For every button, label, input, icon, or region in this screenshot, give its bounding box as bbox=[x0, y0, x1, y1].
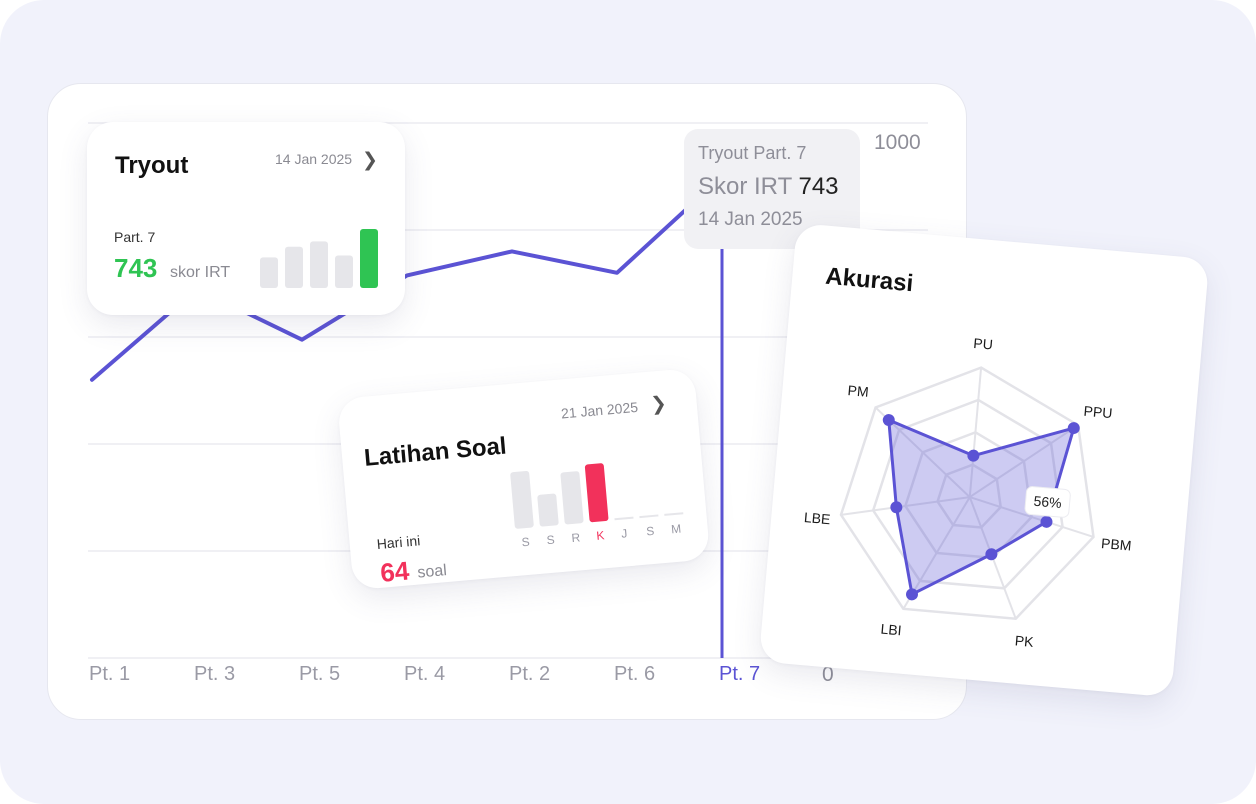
x-tick-label: Pt. 7 bbox=[719, 663, 760, 685]
tryout-bar bbox=[360, 229, 378, 288]
latihan-bar bbox=[537, 493, 559, 527]
tooltip-score-value: 743 bbox=[798, 173, 839, 200]
radar-point bbox=[1067, 422, 1080, 435]
radar-spoke bbox=[968, 367, 983, 498]
tryout-part-label: Part. 7 bbox=[114, 229, 156, 245]
tryout-bar bbox=[310, 241, 328, 288]
tryout-bar bbox=[260, 257, 278, 288]
tooltip-score: Skor IRT 743 bbox=[698, 173, 846, 201]
day-label: S bbox=[521, 535, 530, 550]
tryout-card[interactable]: Tryout 14 Jan 2025 ❯ Part. 7 743 skor IR… bbox=[87, 122, 405, 315]
radar-axis-label: PPU bbox=[1083, 403, 1113, 421]
radar-value-badge-bg bbox=[1024, 486, 1071, 518]
tryout-card-title: Tryout bbox=[115, 152, 189, 179]
akurasi-radar-chart: PU PPU PBM PK LBI LBE PM 56% bbox=[803, 335, 1133, 650]
x-tick-label: Pt. 5 bbox=[299, 663, 340, 685]
x-tick-label: Pt. 3 bbox=[194, 663, 235, 685]
radar-value-badge: 56% bbox=[1024, 486, 1071, 518]
x-tick-label: Pt. 1 bbox=[89, 663, 130, 685]
day-label: M bbox=[671, 522, 682, 537]
tryout-card-date: 14 Jan 2025 bbox=[275, 151, 353, 167]
radar-spoke bbox=[969, 496, 1094, 538]
chevron-right-icon[interactable]: ❯ bbox=[362, 150, 378, 171]
radar-spoke bbox=[969, 424, 1079, 498]
radar-point bbox=[985, 548, 998, 561]
radar-axis-label: PK bbox=[1014, 632, 1035, 650]
radar-point bbox=[890, 501, 903, 514]
akurasi-card: Akurasi PU PPU PBM PK LBI LBE PM 56% bbox=[758, 223, 1210, 698]
radar-grid-ring bbox=[839, 366, 1095, 620]
radar-point bbox=[882, 414, 895, 427]
tooltip-date: 14 Jan 2025 bbox=[698, 209, 803, 230]
latihan-soal-card[interactable]: Latihan Soal 21 Jan 2025 ❯ Hari ini 64 s… bbox=[337, 367, 711, 591]
radar-axis-label: PM bbox=[847, 382, 869, 400]
x-tick-label: Pt. 2 bbox=[509, 663, 550, 685]
day-label: S bbox=[646, 524, 655, 539]
day-label: J bbox=[621, 526, 628, 540]
radar-axis-label: PBM bbox=[1101, 535, 1133, 554]
day-label: R bbox=[571, 530, 581, 545]
day-label: S bbox=[546, 533, 555, 548]
tryout-bar bbox=[335, 255, 353, 288]
radar-point bbox=[1040, 515, 1053, 528]
y-tick-label: 1000 bbox=[874, 131, 921, 154]
tooltip-title: Tryout Part. 7 bbox=[698, 143, 807, 163]
radar-area bbox=[887, 418, 1076, 596]
radar-axis-label: LBI bbox=[880, 621, 902, 639]
radar-axis-label: LBE bbox=[803, 509, 831, 527]
radar-spoke bbox=[840, 496, 970, 516]
latihan-bar bbox=[510, 470, 534, 529]
latihan-bar-empty bbox=[614, 516, 634, 521]
y-tick-label: 0 bbox=[822, 663, 834, 686]
latihan-bar bbox=[560, 471, 584, 525]
radar-grid-ring bbox=[871, 398, 1064, 590]
tryout-score-unit: skor IRT bbox=[170, 264, 231, 281]
radar-point bbox=[967, 449, 980, 462]
latihan-bar bbox=[584, 463, 609, 523]
tooltip-score-label: Skor IRT bbox=[698, 173, 792, 200]
latihan-bar-empty bbox=[664, 512, 684, 516]
tryout-bar bbox=[285, 246, 303, 288]
day-label: K bbox=[596, 528, 605, 543]
radar-value-badge-text: 56% bbox=[1033, 493, 1062, 511]
radar-grid-ring bbox=[904, 430, 1033, 560]
tryout-mini-bar-chart bbox=[260, 229, 378, 288]
radar-grid-ring bbox=[936, 463, 1003, 529]
x-tick-label: Pt. 6 bbox=[614, 663, 655, 685]
latihan-bar-empty bbox=[639, 514, 659, 519]
radar-axis-label: PU bbox=[973, 335, 994, 353]
tryout-score: 743 bbox=[114, 253, 158, 283]
x-tick-label: Pt. 4 bbox=[404, 663, 445, 685]
radar-point bbox=[906, 588, 919, 601]
